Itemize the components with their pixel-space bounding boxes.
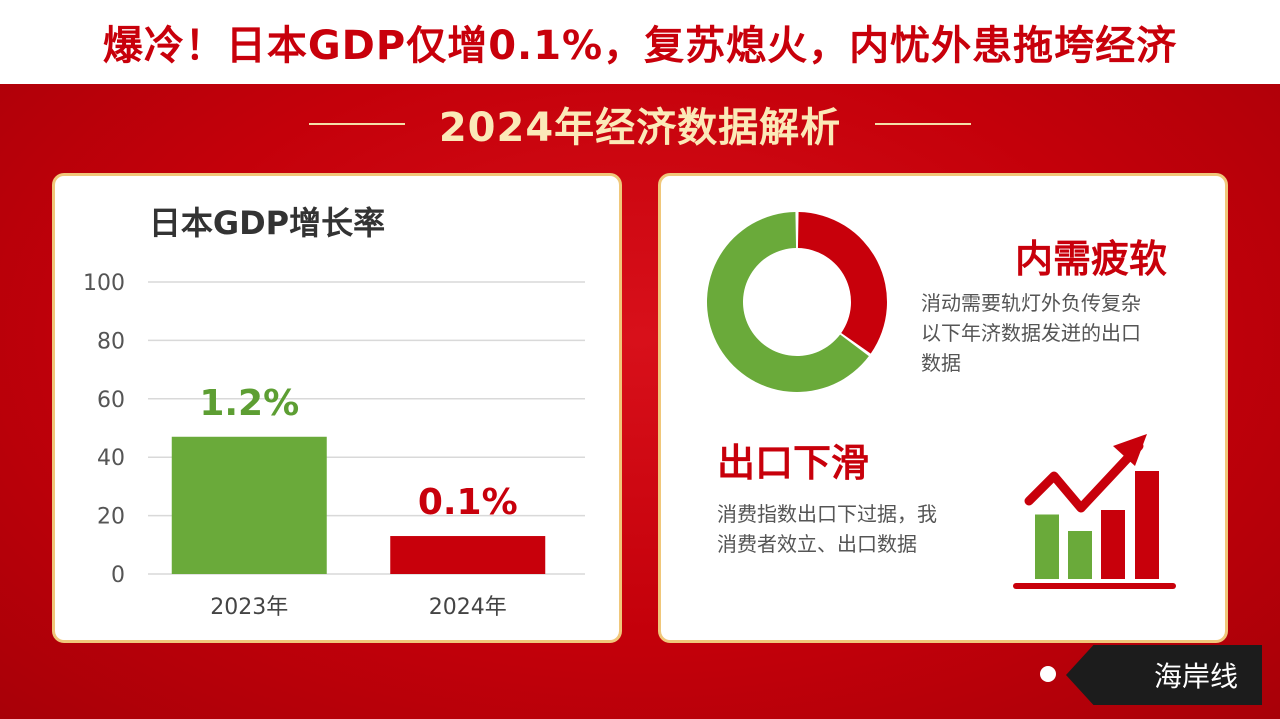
export-title: 出口下滑 <box>717 441 870 485</box>
donut-segment <box>797 212 887 354</box>
y-tick-label: 100 <box>83 271 125 296</box>
domestic-demand-line: 数据 <box>921 351 961 375</box>
subtitle-row: 2024年经济数据解析 <box>0 92 1280 156</box>
domestic-demand-line: 以下年济数据发迸的出口 <box>921 321 1141 345</box>
gdp-chart-card: 日本GDP增长率 0 20 40 60 80 100 1.2% 2023年 0.1% 2024年 <box>52 173 622 643</box>
export-text: 消费指数出口下过据，我 消费者效立、出口数据 <box>717 499 987 559</box>
trend-bar <box>1101 510 1125 579</box>
chart-grid: 0 20 40 60 80 100 <box>83 271 585 588</box>
subtitle: 2024年经济数据解析 <box>438 105 842 151</box>
data-label: 1.2% <box>199 383 299 424</box>
bar <box>390 536 546 574</box>
trend-up-bar-icon <box>1013 434 1176 589</box>
data-label: 0.1% <box>418 482 518 523</box>
y-tick-label: 20 <box>97 505 125 530</box>
x-tick-label: 2023年 <box>210 595 288 620</box>
watermark-dot <box>1040 666 1056 682</box>
domestic-demand-title: 内需疲软 <box>1015 237 1168 281</box>
y-tick-label: 0 <box>111 563 125 588</box>
headline-bar: 爆冷！日本GDP仅增0.1%，复苏熄火，内忧外患拖垮经济 <box>0 0 1280 84</box>
trend-line <box>1024 441 1144 513</box>
export-line: 消费者效立、出口数据 <box>717 532 917 556</box>
donut-segments <box>707 212 887 392</box>
watermark-badge: 海岸线 <box>1066 645 1262 705</box>
trend-arrowhead <box>1113 434 1147 466</box>
y-tick-label: 60 <box>97 388 125 413</box>
y-tick-label: 40 <box>97 446 125 471</box>
trend-bar <box>1035 514 1059 579</box>
domestic-demand-line: 消动需要轨灯外负传复杂 <box>921 291 1141 315</box>
factors-card: 内需疲软 消动需要轨灯外负传复杂 以下年济数据发迸的出口 数据 出口下滑 消费指… <box>658 173 1228 643</box>
domestic-demand-text: 消动需要轨灯外负传复杂 以下年济数据发迸的出口 数据 <box>921 288 1191 378</box>
subtitle-divider-right <box>875 123 972 125</box>
y-tick-label: 80 <box>97 329 125 354</box>
chart-labels: 1.2% 2023年 0.1% 2024年 <box>199 383 517 620</box>
donut-segment <box>707 212 869 392</box>
trend-bar <box>1068 531 1092 579</box>
bar <box>171 436 327 574</box>
demand-donut-chart <box>707 212 1176 589</box>
gdp-bar-chart: 日本GDP增长率 0 20 40 60 80 100 1.2% 2023年 0.1% 2024年 <box>83 204 585 620</box>
trend-bar <box>1135 471 1159 579</box>
watermark-text: 海岸线 <box>1153 660 1238 693</box>
chart-title: 日本GDP增长率 <box>149 204 385 242</box>
x-tick-label: 2024年 <box>429 595 507 620</box>
chart-bars <box>171 436 546 574</box>
export-line: 消费指数出口下过据，我 <box>717 502 937 526</box>
headline: 爆冷！日本GDP仅增0.1%，复苏熄火，内忧外患拖垮经济 <box>102 23 1178 69</box>
subtitle-divider-left <box>308 123 405 125</box>
